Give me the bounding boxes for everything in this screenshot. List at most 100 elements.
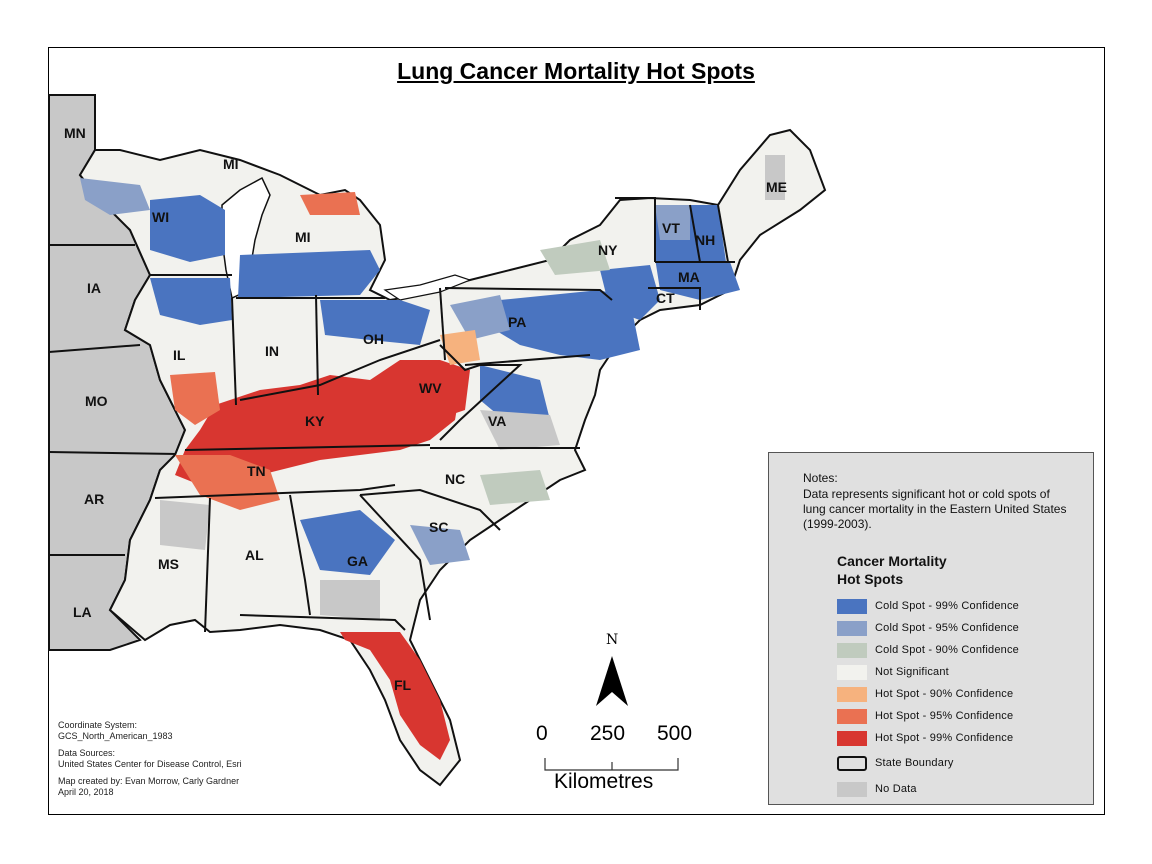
state-label-mo: MO [85, 393, 108, 409]
legend-item: Cold Spot - 99% Confidence [837, 598, 1019, 614]
boundary-tn-south [154, 484, 396, 499]
legend-swatch [837, 781, 867, 797]
hot-wv [390, 360, 470, 425]
state-label-ct: CT [656, 290, 675, 306]
state-label-tn: TN [247, 463, 266, 479]
legend-item: Not Significant [837, 664, 949, 680]
state-label-la: LA [73, 604, 92, 620]
state-label-ma: MA [678, 269, 700, 285]
legend-label: Cold Spot - 90% Confidence [875, 644, 1020, 656]
state-label-mn: MN [64, 125, 86, 141]
cold-ga [300, 510, 395, 575]
hot-il-south [170, 372, 220, 425]
legend-title-line1: Cancer Mortality [837, 553, 947, 569]
state-label-wv: WV [419, 380, 442, 396]
data-sources-value: United States Center for Disease Control… [58, 758, 242, 769]
boundary-ct [648, 287, 701, 310]
nodata-ga-south [320, 580, 380, 620]
map-title: Lung Cancer Mortality Hot Spots [397, 58, 755, 84]
state-label-in: IN [265, 343, 279, 359]
boundary-pa-ny [444, 287, 613, 301]
boundary-ms-al [204, 497, 211, 633]
nodata-va [480, 410, 560, 450]
scale-tick-0: 0 [536, 722, 548, 745]
state-label-ia: IA [87, 280, 101, 296]
legend-item: Hot Spot - 99% Confidence [837, 730, 1013, 746]
boundary-wv-va [439, 344, 523, 441]
boundary-vt-nh [689, 204, 701, 263]
notes-text: Data represents significant hot or cold … [803, 487, 1067, 531]
notes-heading: Notes: [803, 471, 838, 485]
cold-oh [320, 300, 430, 345]
cold-vt-light [655, 205, 690, 240]
legend-swatch [837, 686, 867, 702]
boundary-ny-vt [615, 197, 656, 262]
legend-title: Cancer Mortality Hot Spots [837, 552, 997, 588]
boundary-il-in [231, 297, 237, 406]
cold-ny-east [600, 265, 660, 320]
state-label-oh: OH [363, 331, 384, 347]
legend-swatch [837, 708, 867, 724]
cold-nc-light [480, 470, 550, 505]
state-label-il: IL [173, 347, 186, 363]
state-label-ms: MS [158, 556, 179, 572]
scale-unit: Kilometres [554, 770, 654, 793]
legend-label: Cold Spot - 95% Confidence [875, 622, 1020, 634]
legend-label: Cold Spot - 99% Confidence [875, 600, 1020, 612]
cold-wi-north [80, 178, 150, 215]
scale-bar [544, 758, 679, 771]
legend-item: Hot Spot - 95% Confidence [837, 708, 1013, 724]
nodata-ms [160, 500, 210, 550]
state-label-al: AL [245, 547, 264, 563]
state-label-wi: WI [152, 209, 170, 225]
legend-item: Hot Spot - 90% Confidence [837, 686, 1013, 702]
cold-sc [410, 525, 470, 565]
legend-item: No Data [837, 781, 917, 797]
legend-label: Not Significant [875, 666, 949, 678]
state-label-va: VA [488, 413, 507, 429]
boundary-ky-oh [239, 339, 441, 401]
cold-wi [150, 195, 225, 262]
nodata-me [765, 155, 785, 200]
boundary-pa-south [464, 354, 591, 366]
cold-pa [495, 290, 640, 360]
boundary-ky-tn [184, 444, 431, 451]
state-label-vt: VT [662, 220, 680, 236]
boundary-ga-sc [359, 494, 431, 621]
legend-swatch [837, 730, 867, 746]
state-label-ny: NY [598, 242, 618, 258]
hot-tn-west [175, 455, 280, 510]
scale-tick-500: 500 [657, 722, 693, 745]
legend-label: Hot Spot - 95% Confidence [875, 710, 1014, 722]
state-label-pa: PA [508, 314, 527, 330]
map-credit: Map created by: Evan Morrow, Carly Gardn… [58, 776, 240, 786]
hot-ky-tn [175, 360, 460, 485]
cold-ma [655, 258, 740, 300]
legend-swatch [837, 620, 867, 636]
coord-system-value: GCS_North_American_1983 [58, 730, 173, 741]
cold-spot-areas [80, 178, 740, 575]
coord-system-label: Coordinate System: [58, 720, 138, 730]
north-label: N [606, 632, 619, 648]
legend-label: State Boundary [875, 757, 954, 769]
state-label-ky: KY [305, 413, 325, 429]
boundary-in-oh [315, 294, 319, 396]
cold-pa-light [450, 295, 510, 340]
legend-swatch [837, 642, 867, 658]
legend-item: Cold Spot - 90% Confidence [837, 642, 1019, 658]
cold-va [480, 365, 550, 425]
legend-label: Hot Spot - 90% Confidence [875, 688, 1014, 700]
boundary-al-ga [289, 494, 311, 616]
legend-swatch [837, 664, 867, 680]
cold-il-north [150, 278, 232, 325]
legend-label: Hot Spot - 99% Confidence [875, 732, 1014, 744]
map-info: Coordinate System: GCS_North_American_19… [58, 720, 242, 797]
boundary-nh-me [717, 204, 729, 263]
legend-swatch [837, 598, 867, 614]
hot-fl [340, 632, 450, 760]
state-label-nc: NC [445, 471, 466, 487]
boundary-nc-sc [359, 488, 501, 531]
state-label-ga: GA [347, 553, 368, 569]
state-label-me: ME [766, 179, 787, 195]
